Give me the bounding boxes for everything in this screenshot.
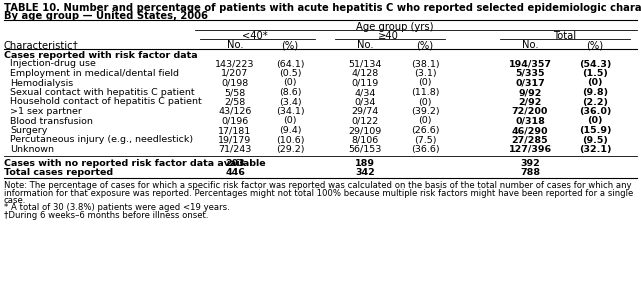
Text: Sexual contact with hepatitis C patient: Sexual contact with hepatitis C patient bbox=[10, 88, 195, 97]
Text: 127/396: 127/396 bbox=[508, 145, 551, 154]
Text: 194/357: 194/357 bbox=[508, 59, 551, 69]
Text: (%): (%) bbox=[587, 40, 604, 50]
Text: (10.6): (10.6) bbox=[276, 136, 304, 144]
Text: Percutaneous injury (e.g., needlestick): Percutaneous injury (e.g., needlestick) bbox=[10, 136, 193, 144]
Text: Household contact of hepatitis C patient: Household contact of hepatitis C patient bbox=[10, 98, 202, 106]
Text: Employment in medical/dental field: Employment in medical/dental field bbox=[10, 69, 179, 78]
Text: 143/223: 143/223 bbox=[215, 59, 254, 69]
Text: 0/318: 0/318 bbox=[515, 116, 545, 126]
Text: (7.5): (7.5) bbox=[413, 136, 437, 144]
Text: (0.5): (0.5) bbox=[279, 69, 301, 78]
Text: Characteristic†: Characteristic† bbox=[4, 40, 79, 50]
Text: ≥40: ≥40 bbox=[378, 31, 399, 41]
Text: 0/317: 0/317 bbox=[515, 78, 545, 88]
Text: By age group — United States, 2006: By age group — United States, 2006 bbox=[4, 11, 208, 21]
Text: (34.1): (34.1) bbox=[276, 107, 304, 116]
Text: 342: 342 bbox=[355, 168, 375, 177]
Text: 0/119: 0/119 bbox=[351, 78, 379, 88]
Text: <40*: <40* bbox=[242, 31, 268, 41]
Text: 0/122: 0/122 bbox=[351, 116, 379, 126]
Text: 27/285: 27/285 bbox=[512, 136, 548, 144]
Text: 446: 446 bbox=[225, 168, 245, 177]
Text: (0): (0) bbox=[418, 116, 432, 126]
Text: (11.8): (11.8) bbox=[411, 88, 439, 97]
Text: (26.6): (26.6) bbox=[411, 126, 439, 135]
Text: >1 sex partner: >1 sex partner bbox=[10, 107, 82, 116]
Text: 17/181: 17/181 bbox=[219, 126, 252, 135]
Text: case.: case. bbox=[4, 196, 26, 205]
Text: 1/207: 1/207 bbox=[221, 69, 249, 78]
Text: (0): (0) bbox=[587, 78, 603, 88]
Text: 46/290: 46/290 bbox=[512, 126, 548, 135]
Text: 19/179: 19/179 bbox=[219, 136, 252, 144]
Text: Unknown: Unknown bbox=[10, 145, 54, 154]
Text: (9.8): (9.8) bbox=[582, 88, 608, 97]
Text: 8/106: 8/106 bbox=[351, 136, 379, 144]
Text: (0): (0) bbox=[283, 116, 297, 126]
Text: (0): (0) bbox=[418, 78, 432, 88]
Text: 2/58: 2/58 bbox=[224, 98, 246, 106]
Text: 72/200: 72/200 bbox=[512, 107, 548, 116]
Text: Cases with no reported risk factor data available: Cases with no reported risk factor data … bbox=[4, 159, 265, 168]
Text: 788: 788 bbox=[520, 168, 540, 177]
Text: 56/153: 56/153 bbox=[348, 145, 381, 154]
Text: (32.1): (32.1) bbox=[579, 145, 612, 154]
Text: 0/196: 0/196 bbox=[221, 116, 249, 126]
Text: †During 6 weeks–6 months before illness onset.: †During 6 weeks–6 months before illness … bbox=[4, 211, 208, 220]
Text: (1.5): (1.5) bbox=[582, 69, 608, 78]
Text: Cases reported with risk factor data: Cases reported with risk factor data bbox=[4, 51, 197, 60]
Text: 5/58: 5/58 bbox=[224, 88, 246, 97]
Text: (0): (0) bbox=[283, 78, 297, 88]
Text: 203: 203 bbox=[225, 159, 245, 168]
Text: 0/34: 0/34 bbox=[354, 98, 376, 106]
Text: No.: No. bbox=[522, 40, 538, 50]
Text: Injection-drug use: Injection-drug use bbox=[10, 59, 96, 69]
Text: 4/128: 4/128 bbox=[351, 69, 379, 78]
Text: Surgery: Surgery bbox=[10, 126, 47, 135]
Text: Blood transfusion: Blood transfusion bbox=[10, 116, 93, 126]
Text: Age group (yrs): Age group (yrs) bbox=[356, 22, 434, 32]
Text: 71/243: 71/243 bbox=[219, 145, 252, 154]
Text: 29/109: 29/109 bbox=[348, 126, 381, 135]
Text: 0/198: 0/198 bbox=[221, 78, 249, 88]
Text: No.: No. bbox=[227, 40, 244, 50]
Text: (9.4): (9.4) bbox=[279, 126, 301, 135]
Text: (36.6): (36.6) bbox=[411, 145, 439, 154]
Text: (38.1): (38.1) bbox=[411, 59, 439, 69]
Text: 29/74: 29/74 bbox=[351, 107, 379, 116]
Text: (2.2): (2.2) bbox=[582, 98, 608, 106]
Text: Total cases reported: Total cases reported bbox=[4, 168, 113, 177]
Text: (36.0): (36.0) bbox=[579, 107, 611, 116]
Text: (29.2): (29.2) bbox=[276, 145, 304, 154]
Text: No.: No. bbox=[356, 40, 373, 50]
Text: (39.2): (39.2) bbox=[411, 107, 439, 116]
Text: (54.3): (54.3) bbox=[579, 59, 611, 69]
Text: TABLE 10. Number and percentage of patients with acute hepatitis C who reported : TABLE 10. Number and percentage of patie… bbox=[4, 3, 641, 13]
Text: 2/92: 2/92 bbox=[519, 98, 542, 106]
Text: 9/92: 9/92 bbox=[519, 88, 542, 97]
Text: 43/126: 43/126 bbox=[219, 107, 252, 116]
Text: Note: The percentage of cases for which a specific risk factor was reported was : Note: The percentage of cases for which … bbox=[4, 181, 631, 190]
Text: 51/134: 51/134 bbox=[348, 59, 381, 69]
Text: (9.5): (9.5) bbox=[582, 136, 608, 144]
Text: (0): (0) bbox=[587, 116, 603, 126]
Text: 189: 189 bbox=[355, 159, 375, 168]
Text: (15.9): (15.9) bbox=[579, 126, 612, 135]
Text: (8.6): (8.6) bbox=[279, 88, 301, 97]
Text: (64.1): (64.1) bbox=[276, 59, 304, 69]
Text: * A total of 30 (3.8%) patients were aged <19 years.: * A total of 30 (3.8%) patients were age… bbox=[4, 204, 229, 212]
Text: (%): (%) bbox=[281, 40, 299, 50]
Text: Total: Total bbox=[553, 31, 576, 41]
Text: Hemodialysis: Hemodialysis bbox=[10, 78, 73, 88]
Text: (3.1): (3.1) bbox=[413, 69, 437, 78]
Text: (3.4): (3.4) bbox=[279, 98, 301, 106]
Text: (%): (%) bbox=[417, 40, 433, 50]
Text: 392: 392 bbox=[520, 159, 540, 168]
Text: (0): (0) bbox=[418, 98, 432, 106]
Text: 4/34: 4/34 bbox=[354, 88, 376, 97]
Text: information for that exposure was reported. Percentages might not total 100% bec: information for that exposure was report… bbox=[4, 188, 633, 198]
Text: 5/335: 5/335 bbox=[515, 69, 545, 78]
